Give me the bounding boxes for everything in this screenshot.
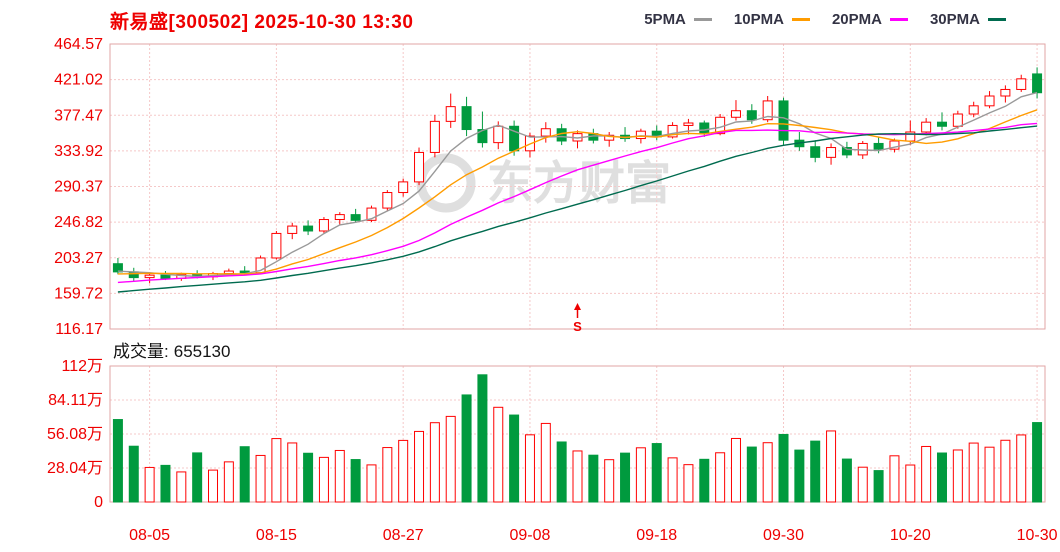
svg-text:377.47: 377.47: [54, 107, 103, 124]
volume-bars: [112, 374, 1043, 503]
svg-text:84.11万: 84.11万: [48, 392, 103, 409]
svg-text:421.02: 421.02: [54, 72, 103, 89]
volume-label: 成交量:: [113, 342, 169, 361]
svg-text:159.72: 159.72: [54, 285, 103, 302]
svg-text:112万: 112万: [61, 358, 103, 375]
legend-label: 30PMA: [929, 11, 980, 28]
svg-text:333.92: 333.92: [54, 143, 103, 160]
svg-text:246.82: 246.82: [54, 214, 103, 231]
price-axis-labels: 464.57 421.02 377.47 333.92 290.37 246.82 203.…: [54, 36, 103, 338]
volume-header: 成交量: 655130: [113, 337, 230, 362]
svg-text:464.57: 464.57: [54, 36, 103, 53]
legend-label: 10PMA: [733, 11, 784, 28]
svg-text:203.27: 203.27: [54, 250, 103, 267]
svg-text:116.17: 116.17: [55, 321, 103, 338]
volume-value: 655130: [173, 342, 231, 361]
svg-text:S: S: [573, 319, 582, 334]
svg-text:09-18: 09-18: [636, 527, 677, 544]
legend-label: 20PMA: [831, 11, 882, 28]
svg-text:28.04万: 28.04万: [47, 460, 103, 477]
svg-text:0: 0: [94, 494, 103, 511]
svg-text:10-20: 10-20: [890, 527, 931, 544]
volume-axis-labels: 112万 84.11万 56.08万 28.04万 0: [47, 358, 103, 511]
ma-line-5pma: [117, 91, 1038, 278]
legend-item-10pma[interactable]: 10PMA: [734, 11, 810, 28]
svg-text:290.37: 290.37: [54, 179, 103, 196]
ma-line-30pma: [117, 125, 1038, 293]
svg-text:08-05: 08-05: [129, 527, 170, 544]
legend-item-20pma[interactable]: 20PMA: [832, 11, 908, 28]
ma-line-10pma: [117, 109, 1038, 275]
svg-text:56.08万: 56.08万: [47, 426, 103, 443]
svg-text:10-30: 10-30: [1017, 527, 1058, 544]
legend-color-dash: [889, 18, 908, 21]
svg-text:东方财富: 东方财富: [487, 157, 671, 209]
svg-text:09-30: 09-30: [763, 527, 804, 544]
legend-item-30pma[interactable]: 30PMA: [930, 11, 1006, 28]
legend-color-dash: [988, 18, 1006, 21]
legend-item-5pma[interactable]: 5PMA: [644, 11, 712, 28]
candlestick-series: [112, 67, 1043, 284]
legend-color-dash: [791, 18, 810, 21]
svg-text:09-08: 09-08: [509, 527, 550, 544]
legend-color-dash: [693, 18, 712, 21]
legend-label: 5PMA: [644, 11, 686, 28]
chart-title: 新易盛[300502] 2025-10-30 13:30: [110, 12, 414, 33]
x-axis-labels: 08-05 08-15 08-27 09-08 09-18 09-30 10-20 10-30: [129, 527, 1057, 544]
event-marker: S: [573, 303, 582, 334]
ma-legend: 5PMA 10PMA 20PMA 30PMA: [644, 11, 1006, 28]
svg-text:08-15: 08-15: [256, 527, 297, 544]
svg-text:08-27: 08-27: [383, 527, 424, 544]
